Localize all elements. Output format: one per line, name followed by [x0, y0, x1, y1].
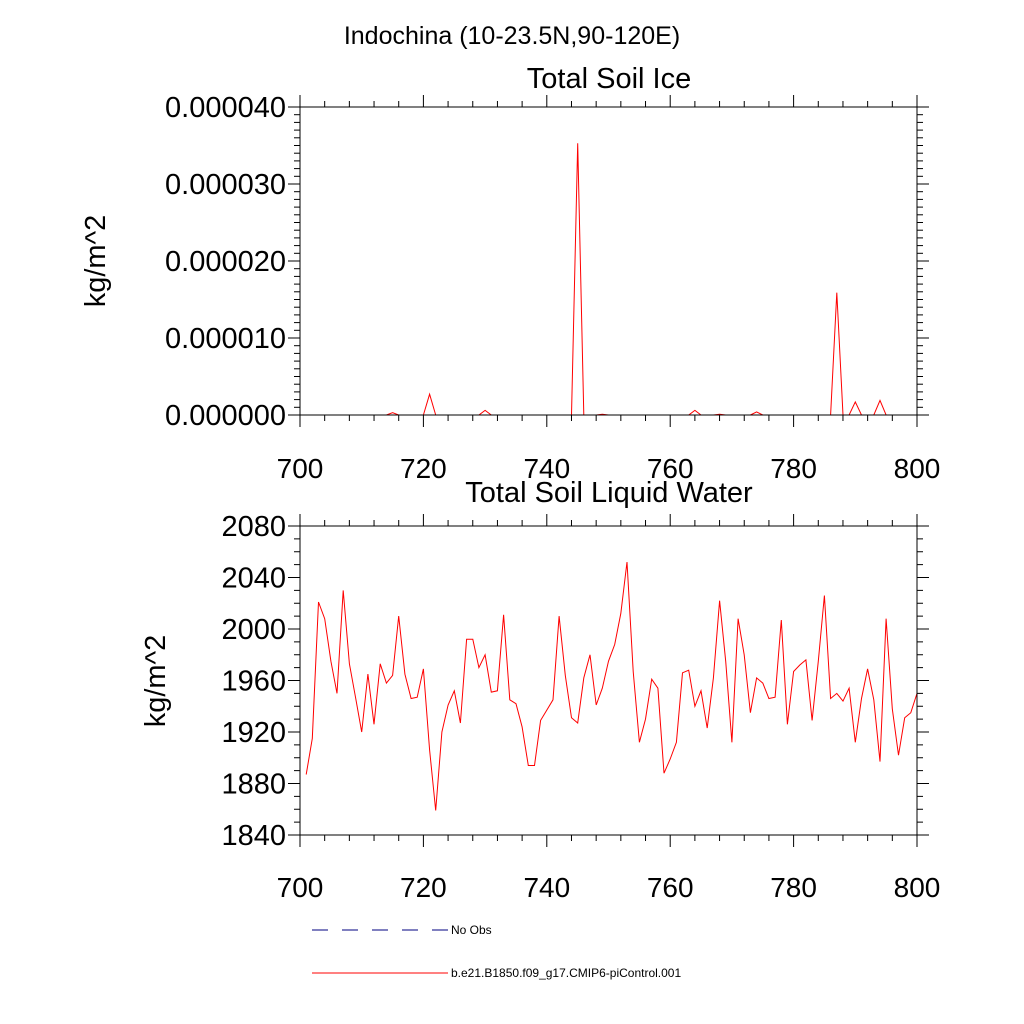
y-tick-label: 0.000030: [165, 169, 286, 201]
plot-frame: [299, 106, 918, 416]
x-tick-label: 720: [400, 872, 447, 903]
x-tick-label: 800: [894, 453, 941, 484]
y-tick-label: 1880: [221, 769, 286, 801]
y-tick-label: 1920: [221, 717, 286, 749]
x-tick-label: 760: [647, 453, 694, 484]
y-tick-label: 1840: [221, 820, 286, 852]
x-tick-label: 700: [277, 872, 324, 903]
panel-total-soil-ice: Total Soil Ice kg/m^2 700 720 740 760 780 800…: [80, 63, 940, 484]
y-tick-label: 1960: [221, 666, 286, 698]
panel-total-soil-liquid-water: Total Soil Liquid Water kg/m^2 700 720 740…: [140, 477, 940, 903]
y-tick-label: 2040: [221, 563, 286, 595]
y-tick-label: 2000: [221, 614, 286, 646]
series-line: [305, 561, 918, 811]
y-tick-label: 0.000010: [165, 323, 286, 355]
y-tick-label: 0.000040: [165, 92, 286, 124]
x-tick-label: 740: [523, 872, 570, 903]
legend-label-model: b.e21.B1850.f09_g17.CMIP6-piControl.001: [451, 966, 681, 980]
x-tick-label: 780: [770, 872, 817, 903]
x-tick-label: 720: [400, 453, 447, 484]
x-tick-label: 740: [523, 453, 570, 484]
panel-title: Total Soil Ice: [527, 63, 691, 95]
y-axis-label: kg/m^2: [140, 635, 172, 728]
x-tick-label: 760: [647, 872, 694, 903]
chart-marks: 700 720 740 760 780 800 0.000000 0.000010 0.0000…: [165, 92, 940, 484]
legend-label-no-obs: No Obs: [451, 923, 492, 937]
y-tick-label: 2080: [221, 511, 286, 543]
plot-frame: [299, 525, 918, 836]
y-axis-label: kg/m^2: [80, 215, 112, 308]
x-tick-label: 800: [894, 872, 941, 903]
x-tick-label: 700: [277, 453, 324, 484]
chart-marks: 700 720 740 760 780 800 1840 1880 1920 1960 2000 20…: [221, 511, 940, 903]
figure-title: Indochina (10-23.5N,90-120E): [344, 22, 680, 50]
legend: No Obs b.e21.B1850.f09_g17.CMIP6-piContr…: [312, 923, 681, 980]
x-tick-label: 780: [770, 453, 817, 484]
y-tick-label: 0.000000: [165, 400, 286, 432]
panel-title: Total Soil Liquid Water: [465, 477, 753, 509]
series-line: [306, 143, 917, 416]
y-tick-label: 0.000020: [165, 246, 286, 278]
